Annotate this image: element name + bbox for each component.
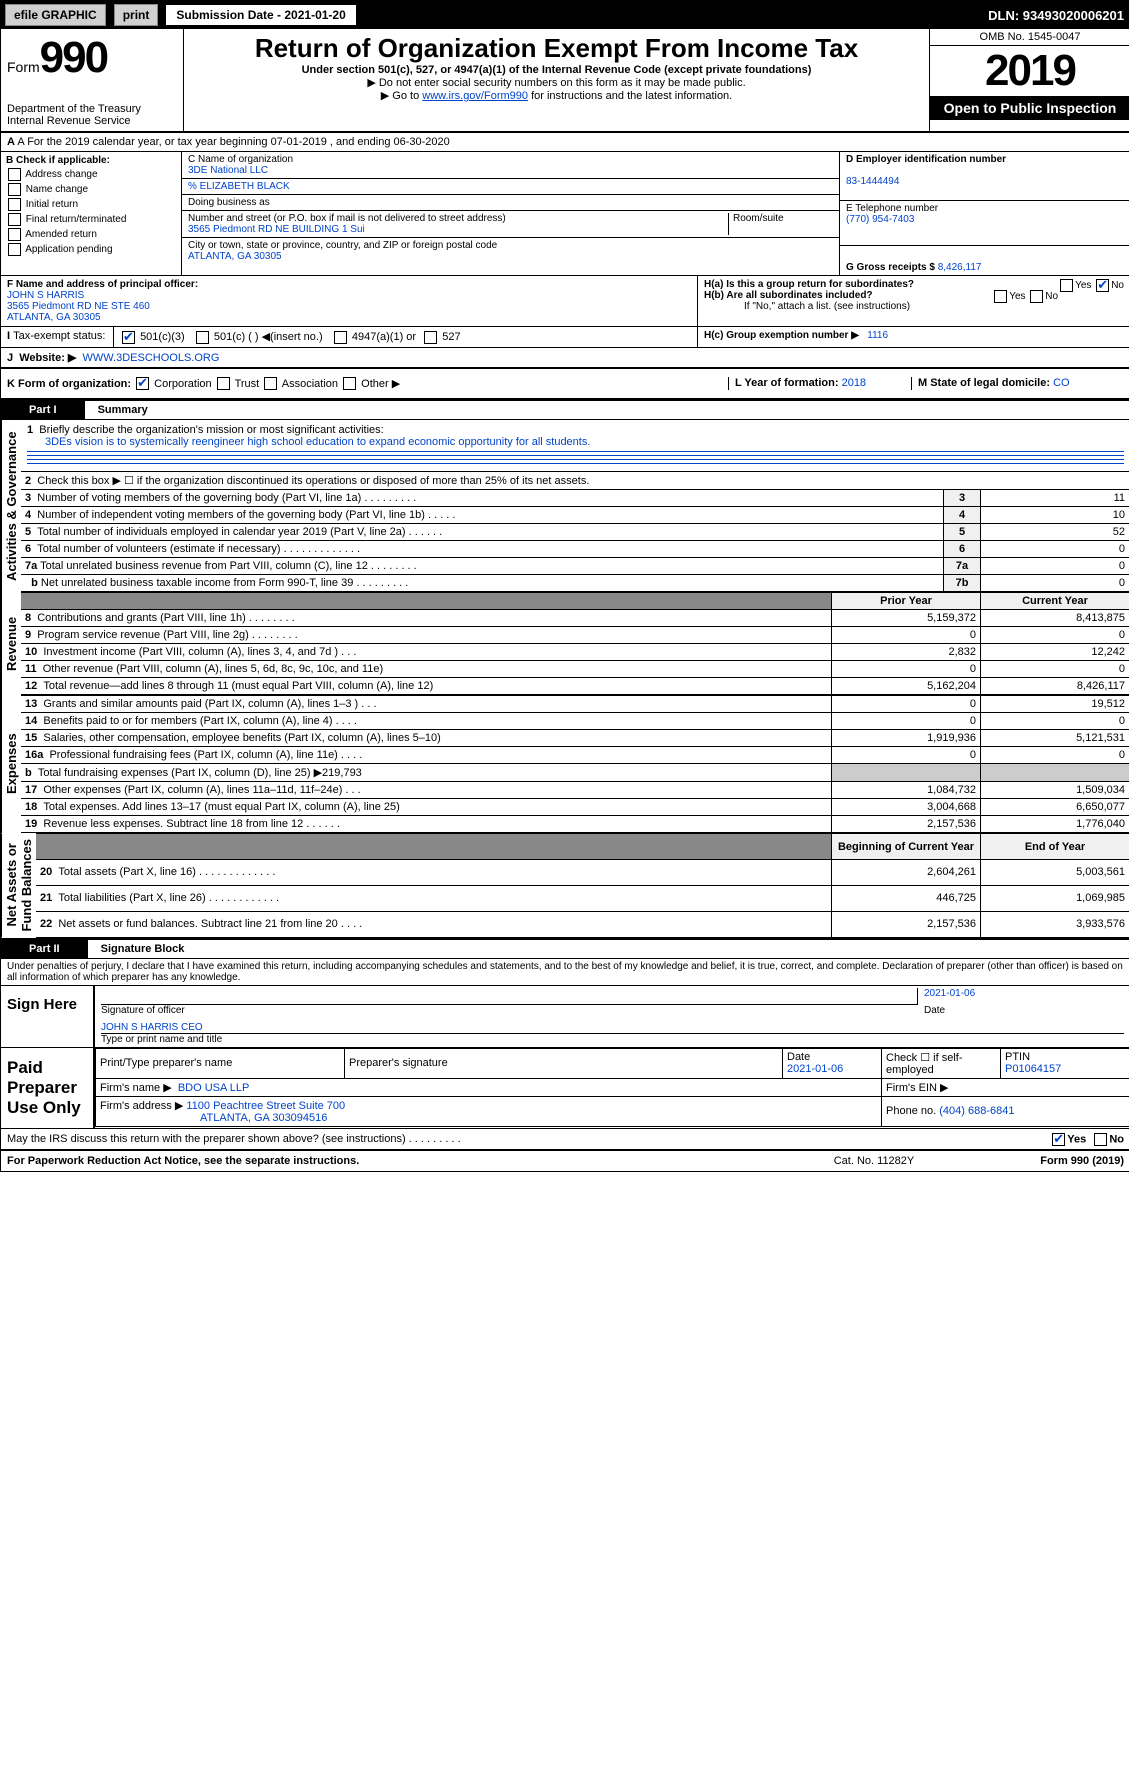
form-990-page: efile GRAPHIC print Submission Date - 20… bbox=[0, 0, 1129, 1172]
form-subtitle-3: ▶ Go to www.irs.gov/Form990 for instruct… bbox=[188, 89, 925, 102]
gross-receipts: 8,426,117 bbox=[938, 262, 982, 273]
submission-date: Submission Date - 2021-01-20 bbox=[166, 5, 355, 25]
checkbox-name-change[interactable] bbox=[8, 183, 21, 196]
efile-graphic-button[interactable]: efile GRAPHIC bbox=[5, 4, 106, 26]
sign-date: 2021-01-06 bbox=[924, 988, 975, 999]
officer-name-title: JOHN S HARRIS CEO bbox=[101, 1022, 203, 1033]
line-7a-value: 0 bbox=[981, 558, 1129, 575]
ein: 83-1444494 bbox=[846, 176, 899, 187]
checkbox-initial-return[interactable] bbox=[8, 198, 21, 211]
checkbox-ha-yes[interactable] bbox=[1060, 279, 1073, 292]
section-b-checkboxes: B Check if applicable: Address change Na… bbox=[1, 152, 182, 275]
line-i-label: I Tax-exempt status: bbox=[1, 327, 114, 347]
tax-year: 2019 bbox=[930, 46, 1129, 96]
irs-link[interactable]: www.irs.gov/Form990 bbox=[422, 90, 528, 102]
city-state-zip: ATLANTA, GA 30305 bbox=[188, 251, 282, 262]
state-domicile: CO bbox=[1053, 377, 1070, 389]
part-1-header: Part I Summary bbox=[1, 399, 1129, 420]
line-3-value: 11 bbox=[981, 490, 1129, 507]
paid-preparer-block: Paid Preparer Use Only Print/Type prepar… bbox=[1, 1048, 1129, 1129]
care-of: % ELIZABETH BLACK bbox=[188, 181, 290, 192]
perjury-declaration: Under penalties of perjury, I declare th… bbox=[1, 959, 1129, 986]
part-2-header: Part II Signature Block bbox=[1, 938, 1129, 959]
section-d-e-g: D Employer identification number83-14444… bbox=[839, 152, 1129, 275]
checkbox-other[interactable] bbox=[343, 377, 356, 390]
checkbox-discuss-no[interactable] bbox=[1094, 1133, 1107, 1146]
street-address: 3565 Piedmont RD NE BUILDING 1 Sui bbox=[188, 224, 365, 235]
telephone: (770) 954-7403 bbox=[846, 214, 914, 225]
form-subtitle-1: Under section 501(c), 527, or 4947(a)(1)… bbox=[188, 64, 925, 76]
line-6-value: 0 bbox=[981, 541, 1129, 558]
year-formation: 2018 bbox=[842, 377, 866, 389]
line-7b-value: 0 bbox=[981, 575, 1129, 592]
part-1-body: Activities & Governance 1 Briefly descri… bbox=[1, 420, 1129, 592]
sign-here-block: Sign Here 2021-01-06 Signature of office… bbox=[1, 986, 1129, 1048]
org-name: 3DE National LLC bbox=[188, 165, 268, 176]
section-h: H(a) Is this a group return for subordin… bbox=[697, 276, 1129, 326]
checkbox-app-pending[interactable] bbox=[8, 243, 21, 256]
omb-number: OMB No. 1545-0047 bbox=[930, 29, 1129, 46]
group-exemption: 1116 bbox=[867, 330, 888, 341]
form-subtitle-2: ▶ Do not enter social security numbers o… bbox=[188, 76, 925, 89]
website-url[interactable]: WWW.3DESCHOOLS.ORG bbox=[83, 352, 220, 364]
net-assets-section: Net Assets or Fund Balances Beginning of… bbox=[1, 833, 1129, 937]
checkbox-501c[interactable] bbox=[196, 331, 209, 344]
dept-treasury: Department of the Treasury Internal Reve… bbox=[7, 103, 177, 127]
checkbox-527[interactable] bbox=[424, 331, 437, 344]
checkbox-ha-no[interactable] bbox=[1096, 279, 1109, 292]
expenses-section: Expenses 13 Grants and similar amounts p… bbox=[1, 695, 1129, 833]
line-a-tax-year: A A For the 2019 calendar year, or tax y… bbox=[1, 133, 1129, 152]
open-public: Open to Public Inspection bbox=[930, 96, 1129, 120]
checkbox-final-return[interactable] bbox=[8, 213, 21, 226]
discuss-preparer: May the IRS discuss this return with the… bbox=[1, 1129, 1129, 1150]
page-footer: For Paperwork Reduction Act Notice, see … bbox=[1, 1150, 1129, 1171]
officer-name: JOHN S HARRIS bbox=[7, 290, 84, 301]
form-header: Form990 Department of the Treasury Inter… bbox=[1, 29, 1129, 133]
form-number: Form990 bbox=[7, 33, 177, 83]
checkbox-amended[interactable] bbox=[8, 228, 21, 241]
top-bar: efile GRAPHIC print Submission Date - 20… bbox=[1, 1, 1129, 29]
checkbox-4947[interactable] bbox=[334, 331, 347, 344]
firm-address: 1100 Peachtree Street Suite 700 bbox=[186, 1100, 345, 1112]
print-button[interactable]: print bbox=[114, 4, 159, 26]
checkbox-address-change[interactable] bbox=[8, 168, 21, 181]
vlabel-revenue: Revenue bbox=[1, 592, 21, 695]
line-5-value: 52 bbox=[981, 524, 1129, 541]
vlabel-expenses: Expenses bbox=[1, 695, 21, 833]
vlabel-net-assets: Net Assets or Fund Balances bbox=[1, 833, 36, 937]
checkbox-501c3[interactable] bbox=[122, 331, 135, 344]
checkbox-corp[interactable] bbox=[136, 377, 149, 390]
checkbox-hb-no[interactable] bbox=[1030, 290, 1043, 303]
firm-name: BDO USA LLP bbox=[178, 1082, 250, 1094]
vlabel-governance: Activities & Governance bbox=[1, 420, 21, 592]
line-4-value: 10 bbox=[981, 507, 1129, 524]
checkbox-trust[interactable] bbox=[217, 377, 230, 390]
mission-text: 3DEs vision is to systemically reenginee… bbox=[27, 436, 590, 448]
revenue-section: Revenue Prior YearCurrent Year8 Contribu… bbox=[1, 592, 1129, 695]
dln-number: DLN: 93493020006201 bbox=[988, 8, 1129, 23]
section-c-org-info: C Name of organization3DE National LLC %… bbox=[182, 152, 839, 275]
firm-phone: (404) 688-6841 bbox=[939, 1105, 1014, 1117]
form-title: Return of Organization Exempt From Incom… bbox=[188, 33, 925, 64]
checkbox-hb-yes[interactable] bbox=[994, 290, 1007, 303]
ptin: P01064157 bbox=[1005, 1063, 1061, 1075]
checkbox-assoc[interactable] bbox=[264, 377, 277, 390]
checkbox-discuss-yes[interactable] bbox=[1052, 1133, 1065, 1146]
